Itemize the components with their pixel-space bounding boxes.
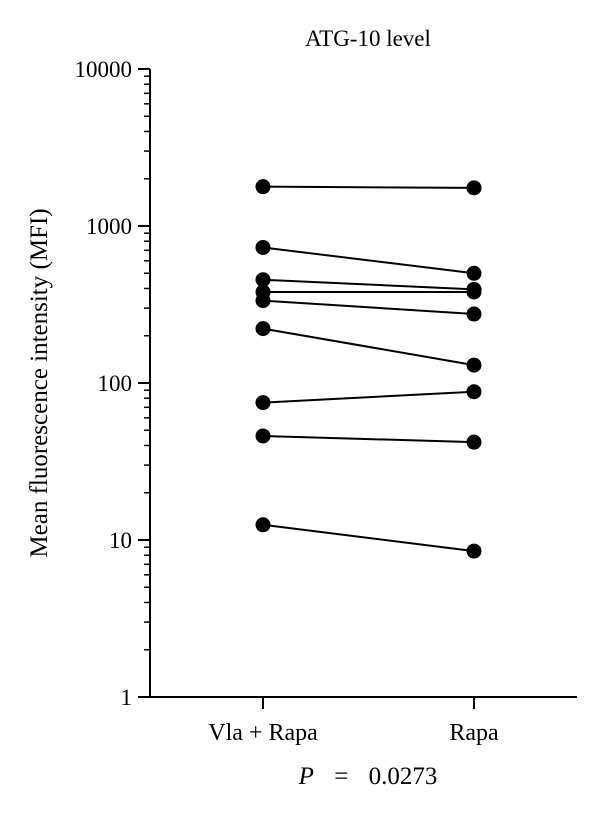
x-axis-ticks: Vla + Rapa Rapa (208, 697, 499, 746)
x-tick-label: Rapa (449, 720, 499, 746)
pair-line (262, 299, 475, 316)
data-point (255, 239, 271, 255)
pair-line (262, 185, 475, 189)
pair-line (262, 434, 475, 444)
data-point (255, 272, 271, 288)
chart-title: ATG-10 level (305, 26, 431, 51)
pair-line (262, 246, 475, 275)
y-tick-label: 10000 (75, 57, 133, 82)
p-value: 0.0273 (369, 763, 438, 790)
pair-lines (262, 185, 475, 553)
x-tick-label: Vla + Rapa (208, 720, 318, 746)
data-point (255, 321, 271, 337)
pair-line (262, 327, 475, 367)
pair-line (262, 278, 475, 291)
axes (149, 69, 577, 698)
data-point (466, 384, 482, 400)
data-point (466, 306, 482, 322)
y-tick-label: 1000 (86, 214, 132, 239)
data-point (466, 357, 482, 373)
p-value-annotation: P = 0.0273 (298, 763, 438, 790)
p-equals: = (334, 763, 348, 790)
y-axis-ticks: 1 10 100 1000 10000 (75, 57, 150, 710)
data-point (255, 293, 271, 309)
data-point (466, 434, 482, 450)
y-tick-label: 1 (121, 685, 133, 710)
data-point (255, 428, 271, 444)
data-point (466, 543, 482, 559)
data-point (255, 517, 271, 533)
y-tick-label: 100 (98, 371, 133, 396)
data-point (466, 265, 482, 281)
pair-line (262, 390, 475, 404)
data-point (466, 180, 482, 196)
data-point (255, 179, 271, 195)
data-point (466, 284, 482, 300)
y-axis-label: Mean fluorescence intensity (MFI) (26, 208, 53, 557)
p-label: P (298, 763, 314, 790)
data-point (255, 395, 271, 411)
pair-line (262, 523, 475, 553)
data-points (255, 179, 482, 559)
y-tick-label: 10 (109, 528, 132, 553)
